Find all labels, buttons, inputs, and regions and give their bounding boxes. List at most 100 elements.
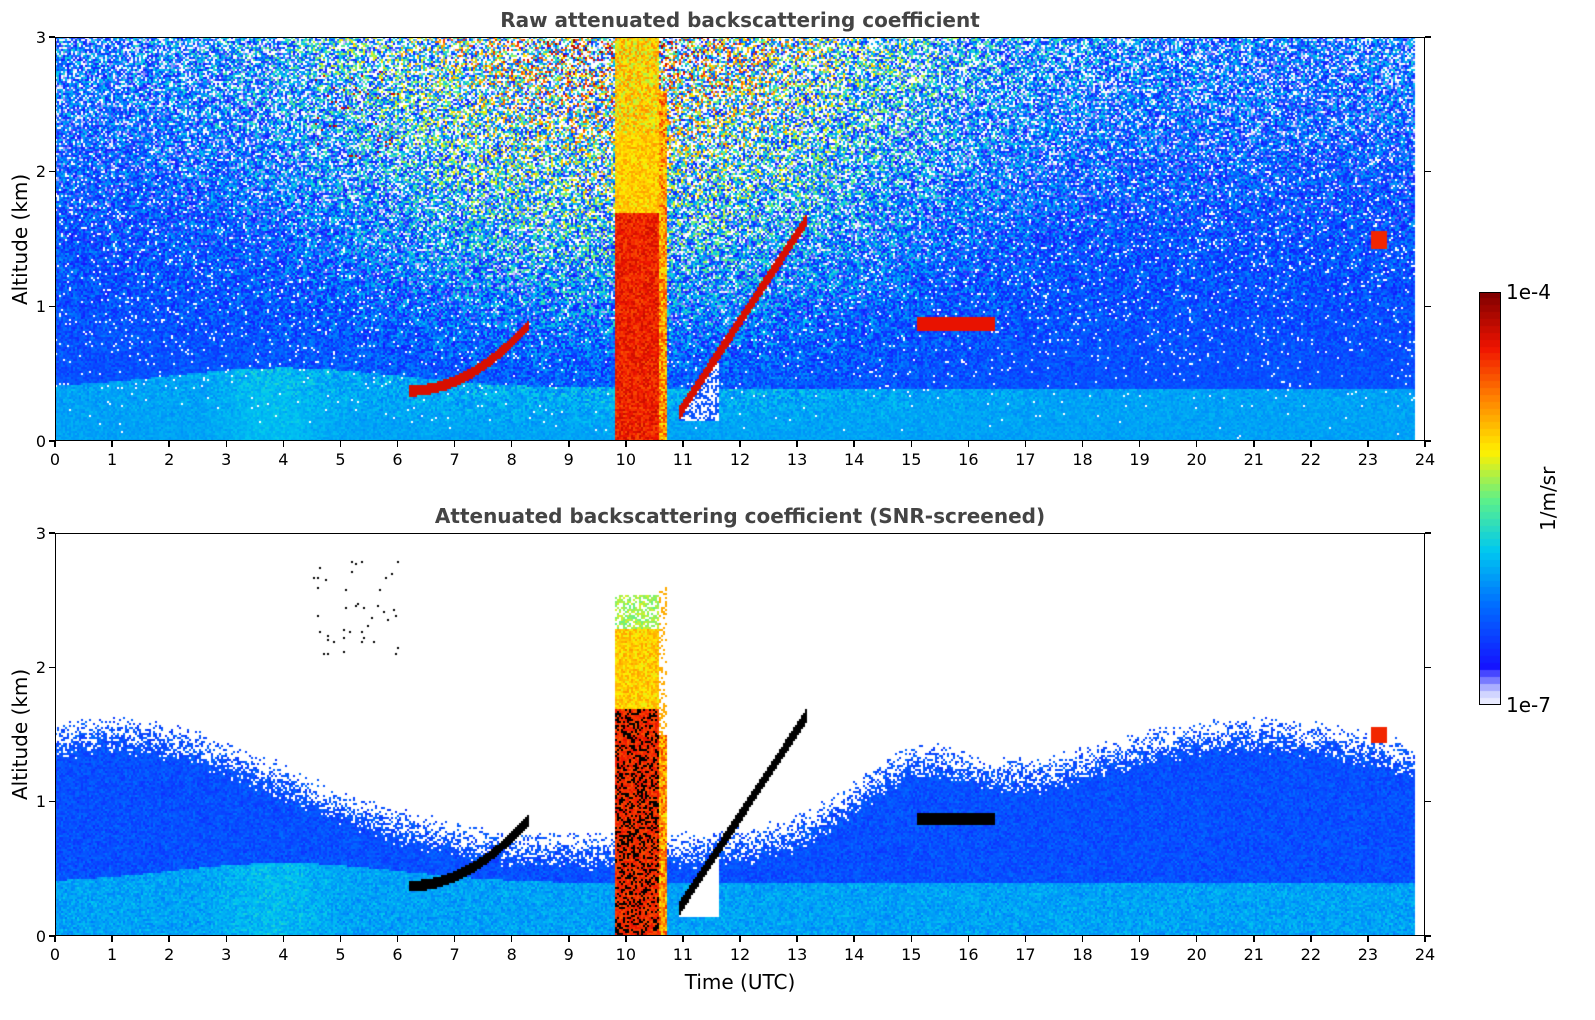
x-tick-mark [396,441,399,447]
x-tick-label: 20 [1186,945,1207,964]
x-tick-label: 11 [672,450,694,469]
x-tick-mark [54,936,56,942]
y-tick-mark [1425,800,1431,803]
x-tick-mark [1367,441,1369,447]
x-tick-mark [1138,936,1141,942]
x-tick-label: 21 [1243,450,1264,469]
x-tick-mark [396,936,399,942]
raw-backscatter-heatmap [55,37,1425,441]
x-tick-label: 23 [1357,450,1379,469]
x-tick-mark [967,936,970,942]
x-tick-label: 18 [1072,945,1093,964]
x-tick-mark [568,936,570,942]
chart-title: Raw attenuated backscattering coefficien… [500,8,980,32]
x-tick-label: 5 [335,945,346,964]
x-tick-mark [1081,936,1084,942]
x-tick-mark [853,936,855,942]
x-tick-mark [510,441,513,447]
x-tick-label: 20 [1186,450,1207,469]
x-tick-mark [739,441,741,447]
x-tick-mark [910,441,912,447]
x-tick-label: 16 [958,945,979,964]
x-tick-mark [453,441,456,447]
y-axis-label: Altitude (km) [8,173,32,305]
x-tick-label: 13 [786,945,808,964]
x-tick-label: 17 [1015,450,1036,469]
x-tick-label: 8 [506,450,517,469]
y-tick-mark [1425,440,1431,442]
x-tick-label: 7 [449,945,460,964]
x-tick-label: 16 [958,450,979,469]
x-tick-label: 9 [563,450,574,469]
x-tick-mark [510,936,513,942]
x-tick-label: 6 [392,945,403,964]
x-tick-mark [282,441,285,447]
x-tick-mark [339,936,342,942]
x-tick-mark [282,936,285,942]
x-tick-label: 0 [49,945,61,964]
x-tick-label: 6 [392,450,403,469]
x-tick-mark [1253,936,1255,942]
y-tick-mark [49,440,55,442]
y-tick-label: 0 [35,431,46,451]
x-tick-label: 0 [49,450,61,469]
x-tick-mark [453,936,456,942]
y-tick-mark [1425,305,1431,308]
y-tick-mark [49,305,55,308]
x-tick-label: 9 [563,945,574,964]
x-tick-label: 22 [1300,450,1321,469]
x-tick-mark [111,936,113,942]
x-tick-mark [1310,441,1312,447]
x-tick-mark [625,936,627,942]
x-tick-label: 4 [278,945,289,964]
x-tick-mark [739,936,741,942]
x-tick-mark [796,441,798,447]
x-tick-mark [168,936,170,942]
y-tick-mark [49,800,55,803]
y-tick-label: 1 [35,296,46,316]
x-tick-mark [796,936,798,942]
x-tick-mark [910,936,912,942]
colorbar-max-label: 1e-4 [1506,280,1551,304]
x-tick-mark [568,441,570,447]
x-tick-mark [1195,441,1198,447]
colorbar-min-label: 1e-7 [1506,693,1551,717]
x-tick-mark [225,936,227,942]
y-tick-mark [1425,935,1431,937]
y-tick-mark [49,36,55,38]
x-tick-label: 1 [106,945,118,964]
x-tick-label: 14 [843,945,865,964]
x-tick-mark [111,441,113,447]
x-tick-mark [339,441,342,447]
y-tick-label: 0 [35,926,46,946]
y-tick-label: 3 [35,27,46,47]
y-axis-label: Altitude (km) [8,668,32,801]
x-tick-mark [1024,441,1027,447]
x-tick-mark [1195,936,1198,942]
x-tick-label: 24 [1414,945,1436,964]
x-tick-mark [168,441,170,447]
x-tick-mark [225,441,227,447]
x-tick-mark [682,936,684,942]
x-tick-label: 23 [1357,945,1379,964]
x-tick-label: 24 [1414,450,1436,469]
y-tick-label: 1 [35,792,46,812]
chart-title: Attenuated backscattering coefficient (S… [434,504,1046,528]
x-tick-label: 1 [106,450,118,469]
x-tick-label: 19 [1129,450,1150,469]
x-tick-label: 2 [164,945,175,964]
y-tick-label: 3 [35,523,46,543]
screened-backscatter-heatmap [55,533,1425,936]
x-tick-label: 7 [449,450,460,469]
x-tick-mark [1367,936,1369,942]
x-tick-label: 12 [729,450,751,469]
x-tick-label: 2 [164,450,175,469]
x-tick-label: 22 [1300,945,1321,964]
y-tick-mark [49,532,55,534]
y-tick-mark [49,935,55,937]
colorbar [1479,292,1501,705]
x-tick-label: 19 [1129,945,1150,964]
x-tick-label: 13 [786,450,808,469]
x-tick-mark [1138,441,1141,447]
x-tick-mark [1424,936,1426,942]
